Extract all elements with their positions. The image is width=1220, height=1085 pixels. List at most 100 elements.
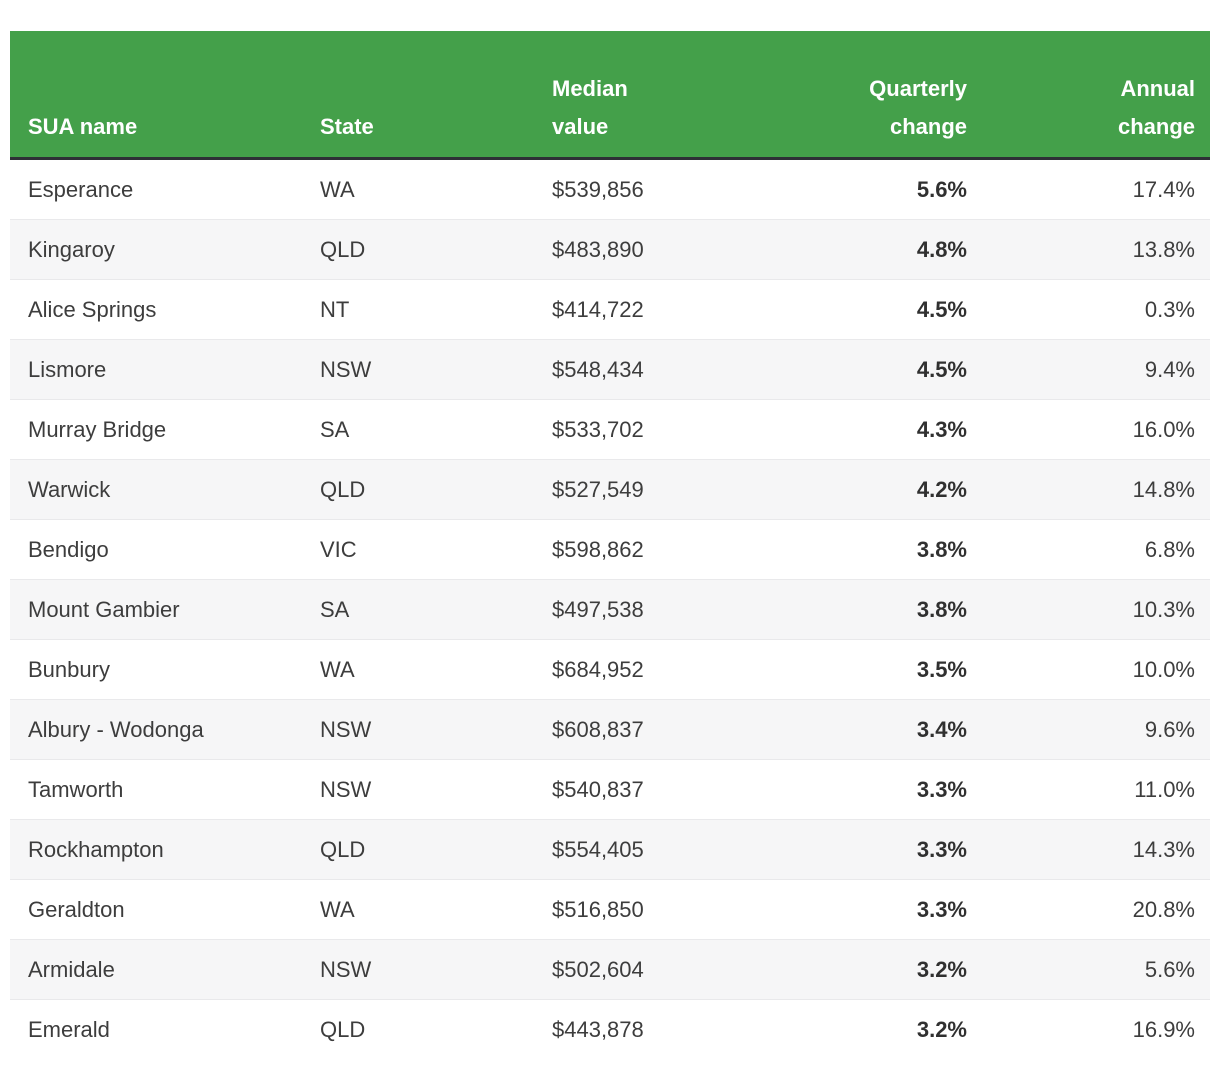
cell-annual: 13.8% <box>982 219 1210 280</box>
table-row: Rockhampton QLD $554,405 3.3% 14.3% <box>10 819 1210 880</box>
cell-median: $483,890 <box>534 219 794 280</box>
cell-quarterly: 3.4% <box>794 699 982 760</box>
table-row: Murray Bridge SA $533,702 4.3% 16.0% <box>10 399 1210 460</box>
cell-quarterly: 4.3% <box>794 399 982 460</box>
table-row: Lismore NSW $548,434 4.5% 9.4% <box>10 339 1210 400</box>
cell-sua: Bendigo <box>10 519 302 580</box>
cell-annual: 16.0% <box>982 399 1210 460</box>
cell-state: NSW <box>302 939 534 1000</box>
table-row: Bendigo VIC $598,862 3.8% 6.8% <box>10 519 1210 580</box>
cell-state: NSW <box>302 339 534 400</box>
cell-median: $516,850 <box>534 879 794 940</box>
cell-sua: Tamworth <box>10 759 302 820</box>
cell-sua: Alice Springs <box>10 279 302 340</box>
cell-state: QLD <box>302 819 534 880</box>
cell-quarterly: 3.2% <box>794 939 982 1000</box>
cell-annual: 16.9% <box>982 999 1210 1059</box>
sua-median-value-table: SUA name State Median value Quarterly ch… <box>10 31 1210 1059</box>
cell-quarterly: 3.3% <box>794 759 982 820</box>
cell-quarterly: 3.3% <box>794 819 982 880</box>
table-row: Kingaroy QLD $483,890 4.8% 13.8% <box>10 219 1210 280</box>
table-row: Armidale NSW $502,604 3.2% 5.6% <box>10 939 1210 1000</box>
cell-quarterly: 4.5% <box>794 339 982 400</box>
cell-sua: Kingaroy <box>10 219 302 280</box>
cell-median: $533,702 <box>534 399 794 460</box>
cell-state: WA <box>302 879 534 940</box>
cell-quarterly: 4.2% <box>794 459 982 520</box>
cell-annual: 9.6% <box>982 699 1210 760</box>
cell-quarterly: 5.6% <box>794 158 982 220</box>
cell-sua: Esperance <box>10 158 302 220</box>
table-row: Geraldton WA $516,850 3.3% 20.8% <box>10 879 1210 940</box>
table-row: Alice Springs NT $414,722 4.5% 0.3% <box>10 279 1210 340</box>
cell-median: $548,434 <box>534 339 794 400</box>
cell-annual: 11.0% <box>982 759 1210 820</box>
table-row: Bunbury WA $684,952 3.5% 10.0% <box>10 639 1210 700</box>
cell-quarterly: 3.2% <box>794 999 982 1059</box>
cell-annual: 6.8% <box>982 519 1210 580</box>
cell-state: WA <box>302 158 534 220</box>
cell-median: $684,952 <box>534 639 794 700</box>
cell-median: $443,878 <box>534 999 794 1059</box>
column-header-sua-name: SUA name <box>10 31 302 160</box>
cell-sua: Mount Gambier <box>10 579 302 640</box>
cell-median: $497,538 <box>534 579 794 640</box>
cell-annual: 17.4% <box>982 158 1210 220</box>
cell-sua: Armidale <box>10 939 302 1000</box>
cell-annual: 20.8% <box>982 879 1210 940</box>
cell-sua: Geraldton <box>10 879 302 940</box>
column-header-annual-change: Annual change <box>982 31 1210 160</box>
cell-annual: 5.6% <box>982 939 1210 1000</box>
cell-state: QLD <box>302 999 534 1059</box>
cell-state: WA <box>302 639 534 700</box>
cell-state: QLD <box>302 219 534 280</box>
cell-state: QLD <box>302 459 534 520</box>
table-row: Emerald QLD $443,878 3.2% 16.9% <box>10 999 1210 1059</box>
cell-state: SA <box>302 399 534 460</box>
cell-annual: 14.8% <box>982 459 1210 520</box>
cell-sua: Murray Bridge <box>10 399 302 460</box>
cell-sua: Lismore <box>10 339 302 400</box>
cell-sua: Albury - Wodonga <box>10 699 302 760</box>
table-row: Albury - Wodonga NSW $608,837 3.4% 9.6% <box>10 699 1210 760</box>
cell-annual: 9.4% <box>982 339 1210 400</box>
cell-quarterly: 4.5% <box>794 279 982 340</box>
cell-quarterly: 3.3% <box>794 879 982 940</box>
cell-sua: Emerald <box>10 999 302 1059</box>
header-row: SUA name State Median value Quarterly ch… <box>10 31 1210 160</box>
cell-annual: 14.3% <box>982 819 1210 880</box>
cell-state: NSW <box>302 699 534 760</box>
table-row: Tamworth NSW $540,837 3.3% 11.0% <box>10 759 1210 820</box>
cell-state: NSW <box>302 759 534 820</box>
cell-sua: Warwick <box>10 459 302 520</box>
cell-sua: Bunbury <box>10 639 302 700</box>
cell-annual: 10.0% <box>982 639 1210 700</box>
column-header-median-value: Median value <box>534 31 794 160</box>
cell-median: $527,549 <box>534 459 794 520</box>
column-header-state: State <box>302 31 534 160</box>
cell-state: SA <box>302 579 534 640</box>
cell-sua: Rockhampton <box>10 819 302 880</box>
cell-median: $554,405 <box>534 819 794 880</box>
sua-median-value-table-container: SUA name State Median value Quarterly ch… <box>10 31 1210 1059</box>
cell-quarterly: 3.8% <box>794 579 982 640</box>
cell-median: $598,862 <box>534 519 794 580</box>
table-row: Mount Gambier SA $497,538 3.8% 10.3% <box>10 579 1210 640</box>
cell-median: $502,604 <box>534 939 794 1000</box>
cell-quarterly: 4.8% <box>794 219 982 280</box>
table-row: Warwick QLD $527,549 4.2% 14.8% <box>10 459 1210 520</box>
cell-annual: 0.3% <box>982 279 1210 340</box>
cell-quarterly: 3.8% <box>794 519 982 580</box>
table-row: Esperance WA $539,856 5.6% 17.4% <box>10 158 1210 220</box>
cell-median: $414,722 <box>534 279 794 340</box>
cell-median: $608,837 <box>534 699 794 760</box>
cell-quarterly: 3.5% <box>794 639 982 700</box>
table-body: Esperance WA $539,856 5.6% 17.4% Kingaroy QLD $… <box>10 158 1210 1059</box>
cell-state: NT <box>302 279 534 340</box>
column-header-quarterly-change: Quarterly change <box>794 31 982 160</box>
cell-median: $539,856 <box>534 158 794 220</box>
cell-state: VIC <box>302 519 534 580</box>
cell-median: $540,837 <box>534 759 794 820</box>
table-header: SUA name State Median value Quarterly ch… <box>10 31 1210 160</box>
cell-annual: 10.3% <box>982 579 1210 640</box>
